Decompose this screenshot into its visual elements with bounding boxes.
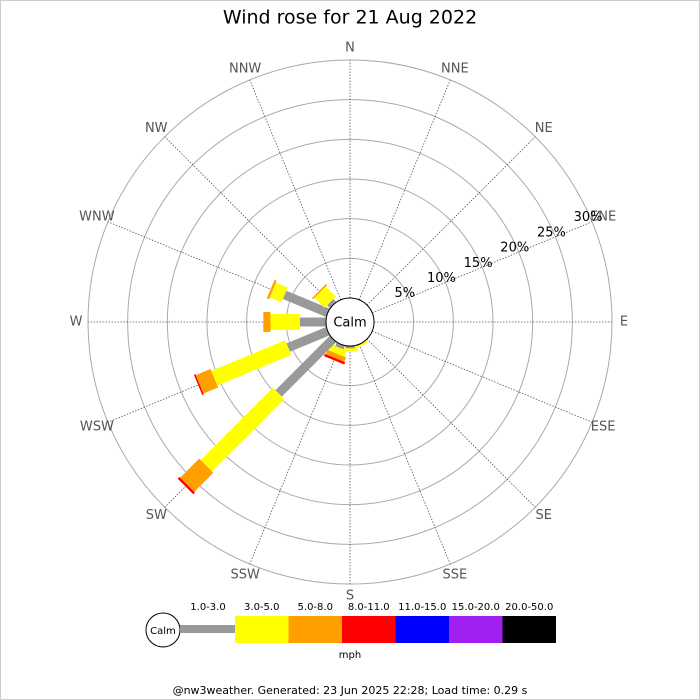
direction-label: NW xyxy=(145,121,168,136)
legend-label: 3.0-5.0 xyxy=(244,602,279,613)
ring xyxy=(206,178,494,466)
direction-label: S xyxy=(346,589,354,604)
direction-label: SSW xyxy=(230,568,260,583)
bar-segment xyxy=(275,335,337,397)
legend-swatch xyxy=(288,616,342,643)
ring-label: 20% xyxy=(500,241,529,256)
bar-segment xyxy=(180,458,214,492)
direction-label: W xyxy=(70,315,83,330)
direction-label: SE xyxy=(536,508,552,523)
bar-segment xyxy=(195,369,219,394)
direction-label: NNW xyxy=(229,61,261,76)
legend-calm-label: Calm xyxy=(150,626,176,637)
direction-label: WNW xyxy=(79,210,115,225)
spoke xyxy=(366,136,536,306)
ring xyxy=(166,138,534,506)
direction-label: N xyxy=(345,41,355,56)
bar-segment xyxy=(311,283,328,300)
direction-label: NE xyxy=(535,121,553,136)
legend-label: 8.0-11.0 xyxy=(348,602,390,613)
spoke xyxy=(164,136,334,306)
legend-swatch xyxy=(449,616,503,643)
legend-swatch xyxy=(395,616,449,643)
legend-swatch xyxy=(342,616,396,643)
spoke xyxy=(249,344,342,565)
ring-label: 10% xyxy=(427,271,456,286)
legend: Calm 1.0-3.0 3.0-5.0 5.0-8.0 8.0-11.0 11.0-1… xyxy=(145,602,556,648)
legend-label: 11.0-15.0 xyxy=(398,602,446,613)
bar-segment xyxy=(335,342,345,350)
spoke xyxy=(249,79,342,300)
direction-label: ENE xyxy=(590,210,616,225)
bar-segment xyxy=(345,346,355,349)
unit-label: mph xyxy=(339,650,361,661)
bar-segment xyxy=(270,314,300,330)
spoke xyxy=(358,79,451,300)
bar-segment xyxy=(342,348,358,352)
direction-label: ESE xyxy=(591,419,616,434)
bar-segment xyxy=(327,299,337,309)
bar-segment xyxy=(325,349,347,362)
direction-label: SW xyxy=(146,508,167,523)
direction-label: WSW xyxy=(80,419,114,434)
legend-label: 20.0-50.0 xyxy=(505,602,553,613)
direction-label: SSE xyxy=(442,568,467,583)
bar-segment xyxy=(263,312,271,332)
bar-segment xyxy=(286,327,330,352)
bar-segment xyxy=(211,340,292,386)
bar-segment xyxy=(193,374,204,396)
bar-segment xyxy=(282,290,330,317)
calm-label: Calm xyxy=(333,316,366,331)
bar-segment xyxy=(177,477,195,495)
bar-segment xyxy=(329,344,347,357)
direction-label: E xyxy=(620,315,628,330)
direction-label: NNE xyxy=(441,61,469,76)
ring-label: 30% xyxy=(574,210,603,225)
bar-segment xyxy=(351,341,368,350)
chart-title: Wind rose for 21 Aug 2022 xyxy=(223,7,477,29)
bar-segment xyxy=(266,279,277,300)
bar-segment xyxy=(323,353,346,365)
legend-label: 5.0-8.0 xyxy=(298,602,333,613)
ring-label: 5% xyxy=(395,286,416,301)
legend-label: 15.0-20.0 xyxy=(452,602,500,613)
spoke xyxy=(372,221,593,314)
footer: @nw3weather. Generated: 23 Jun 2025 22:2… xyxy=(173,684,528,697)
ring-label: 25% xyxy=(537,225,566,240)
calm-circle xyxy=(325,297,375,347)
legend-swatch xyxy=(235,616,289,643)
spoke xyxy=(372,330,593,423)
ring-label: 15% xyxy=(464,256,493,271)
bar-segment xyxy=(299,317,327,327)
spoke xyxy=(366,338,536,508)
spoke xyxy=(358,344,451,565)
legend-swatch xyxy=(180,625,235,633)
legend-label: 1.0-3.0 xyxy=(190,602,225,613)
bar-segment xyxy=(200,387,285,472)
bars xyxy=(177,279,368,495)
bar-segment xyxy=(269,282,288,303)
bar-segment xyxy=(314,286,336,308)
legend-swatch xyxy=(502,616,556,643)
